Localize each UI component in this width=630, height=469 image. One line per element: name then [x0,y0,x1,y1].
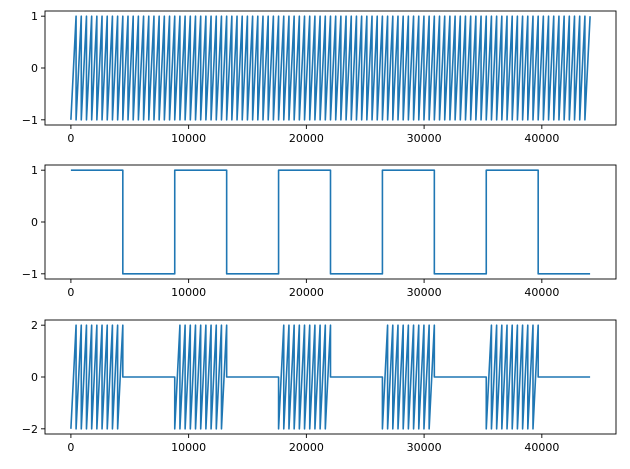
bottom-y-tick-label-0: −2 [22,423,38,436]
bottom-x-tick-label-1: 10000 [171,441,206,454]
top-x-tick-label-3: 30000 [407,132,442,145]
bottom-series-line-0 [70,324,591,430]
middle-y-tick-label-1: 0 [31,216,38,229]
middle-series-line-0 [70,169,591,275]
middle-x-tick-label-1: 10000 [171,286,206,299]
top-x-tick-label-0: 0 [67,132,74,145]
middle-subplot: 0 10000 20000 30000 40000 −1 0 1 [22,164,617,299]
top-x-tick-label-1: 10000 [171,132,206,145]
middle-y-tick-label-0: −1 [22,268,38,281]
middle-x-tick-label-4: 40000 [524,286,559,299]
middle-x-tick-label-3: 30000 [407,286,442,299]
bottom-y-tick-label-2: 2 [31,319,38,332]
middle-x-tick-label-2: 20000 [289,286,324,299]
middle-x-tick-label-0: 0 [67,286,74,299]
bottom-x-tick-label-4: 40000 [524,441,559,454]
bottom-x-tick-label-3: 30000 [407,441,442,454]
top-x-tick-label-2: 20000 [289,132,324,145]
bottom-y-tick-label-1: 0 [31,371,38,384]
top-series-line-0 [70,15,591,121]
top-y-tick-label-1: 0 [31,62,38,75]
top-subplot: 0 10000 20000 30000 40000 −1 0 1 [22,10,617,145]
middle-y-tick-label-2: 1 [31,164,38,177]
top-x-tick-label-4: 40000 [524,132,559,145]
bottom-x-tick-label-0: 0 [67,441,74,454]
bottom-subplot: 0 10000 20000 30000 40000 −2 0 2 [22,319,617,454]
top-y-tick-label-0: −1 [22,114,38,127]
bottom-x-tick-label-2: 20000 [289,441,324,454]
top-y-tick-label-2: 1 [31,10,38,23]
